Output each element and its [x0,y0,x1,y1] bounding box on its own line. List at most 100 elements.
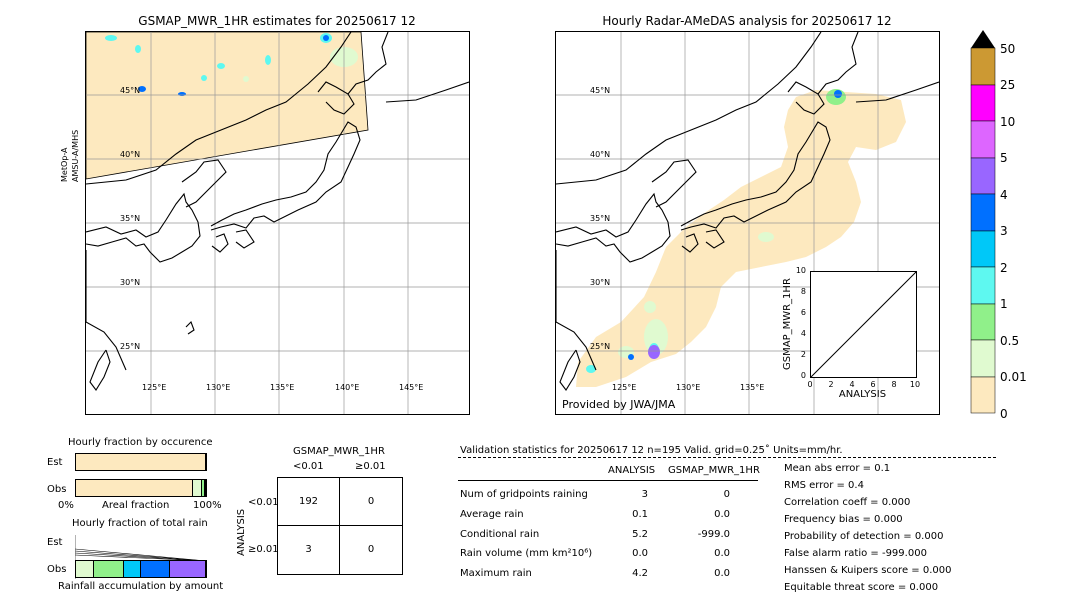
colorbar-over-arrow [971,30,995,48]
scatter-x-tick: 4 [849,380,855,389]
right-map: 45°N 40°N 35°N 30°N 25°N 125°E 130°E 135… [555,31,940,415]
left-map-sensor-label-1: MetOp-A [60,147,69,182]
total-rain-x-label: Rainfall accumulation by amount [58,581,224,592]
validation-row-gsmap: 0.0 [714,548,730,559]
lat-label: 45°N [120,86,141,95]
scatter-x-tick: 0 [807,380,813,389]
occurrence-x-right: 100% [193,500,222,511]
scatter-y-tick: 0 [800,371,806,380]
scatter-x-tick: 2 [828,380,834,389]
scatter-x-ticks: 0 2 4 6 8 10 [807,380,920,390]
contingency-row-header: ≥0.01 [248,544,279,555]
colorbar-band-1-2 [970,266,996,305]
total-rain-obs-segment-0.5-1 [94,561,125,577]
left-map-title: GSMAP_MWR_1HR estimates for 20250617 12 [138,14,416,28]
lon-label: 135°E [270,383,295,392]
validation-row-label: Num of gridpoints raining [460,489,588,500]
scatter-y-tick: 10 [795,266,806,275]
occurrence-obs-segment-0.01-0.5 [193,480,203,496]
validation-score: Equitable threat score = 0.000 [784,582,939,593]
validation-row-label: Maximum rain [460,568,532,579]
validation-score: Mean abs error = 0.1 [784,463,891,474]
scatter-y-tick: 4 [800,329,806,338]
lat-label: 45°N [590,86,611,95]
total-rain-obs-segment-4-5 [169,561,206,577]
contingency-cell: 0 [367,496,375,507]
rain-patch [648,345,660,359]
colorbar-band-2-3 [970,230,996,268]
colorbar-label: 2 [1000,261,1008,275]
right-map-canvas [556,32,939,414]
scatter-x-tick: 10 [909,380,921,389]
rain-patch [834,90,842,98]
validation-score: Probability of detection = 0.000 [784,531,944,542]
colorbar-band-0.5-1 [970,303,996,341]
contingency-title: GSMAP_MWR_1HR [293,446,385,457]
scatter-diagonal-line [810,271,917,378]
colorbar-label: 10 [1000,115,1016,129]
scatter-y-ticks: 0 2 4 6 8 10 [788,266,808,380]
validation-score: Frequency bias = 0.000 [784,514,903,525]
rain-patch [644,301,656,313]
scatter-x-tick: 8 [891,380,897,389]
contingency-cell: 192 [298,496,319,507]
occurrence-x-label: Areal fraction [102,500,170,511]
left-map-sensor-label-2: AMSU-A/MHS [71,129,80,182]
colorbar-band-0-0.01 [970,376,996,414]
validation-row-label: Rain volume (mm km²10⁶) [460,548,593,559]
total-rain-obs-segment-0.01-0.5 [76,561,95,577]
validation-row-gsmap: 0.0 [714,568,730,579]
colorbar-band-4-5 [970,157,996,195]
lat-label: 30°N [120,278,141,287]
lon-label: 125°E [612,383,637,392]
occurrence-obs-segment-4-5 [204,480,206,496]
lat-label: 40°N [590,150,611,159]
left-map-canvas [86,32,469,414]
occurrence-obs-bar [75,479,207,497]
colorbar-label: 0.01 [1000,370,1027,384]
colorbar-label: 50 [1000,42,1016,56]
total-rain-obs-label: Obs [47,564,67,575]
validation-header: Validation statistics for 20250617 12 n=… [460,445,843,456]
contingency-table: 192 0 3 0 [277,477,403,575]
lon-label: 125°E [142,383,167,392]
colorbar-band-3-4 [970,193,996,232]
validation-row-label: Average rain [460,509,524,520]
occurrence-obs-segment-0-0.01 [76,480,193,496]
contingency-row-header: <0.01 [248,497,279,508]
scatter-y-tick: 6 [800,308,806,317]
contingency-cell: 3 [305,544,312,555]
contingency-row-axis-label: ANALYSIS [236,508,247,556]
validation-table-rule [458,480,758,481]
lon-label: 135°E [740,383,765,392]
rain-speck [178,92,186,96]
scatter-inset [810,271,917,378]
total-rain-est-label: Est [47,537,63,548]
colorbar-label: 1 [1000,297,1008,311]
scatter-canvas [810,271,917,378]
occurrence-est-label: Est [47,457,63,468]
validation-row-gsmap: 0 [723,489,730,500]
occurrence-est-segment-0-0.01 [76,454,206,470]
total-rain-obs-bar [75,560,207,578]
rain-patch [628,354,634,360]
validation-score: False alarm ratio = -999.000 [784,548,927,559]
contingency-col-header: <0.01 [293,461,324,472]
validation-score: RMS error = 0.4 [784,480,864,491]
rain-speck [265,55,271,65]
validation-col-analysis: ANALYSIS [608,465,656,476]
occurrence-obs-label: Obs [47,484,67,495]
right-map-title: Hourly Radar-AMeDAS analysis for 2025061… [602,14,892,28]
rain-speck [217,63,225,69]
lon-label: 130°E [206,383,231,392]
rain-speck [105,35,117,41]
contingency-cell: 0 [367,544,375,555]
colorbar-band-5-10 [970,120,996,159]
lat-label: 30°N [590,278,611,287]
total-rain-connector [75,535,208,579]
scatter-y-label: GSMAP_MWR_1HR [782,278,793,370]
right-coastline [556,32,939,391]
validation-row-analysis: 4.2 [632,568,648,579]
colorbar [970,30,996,414]
lat-label: 40°N [120,150,141,159]
